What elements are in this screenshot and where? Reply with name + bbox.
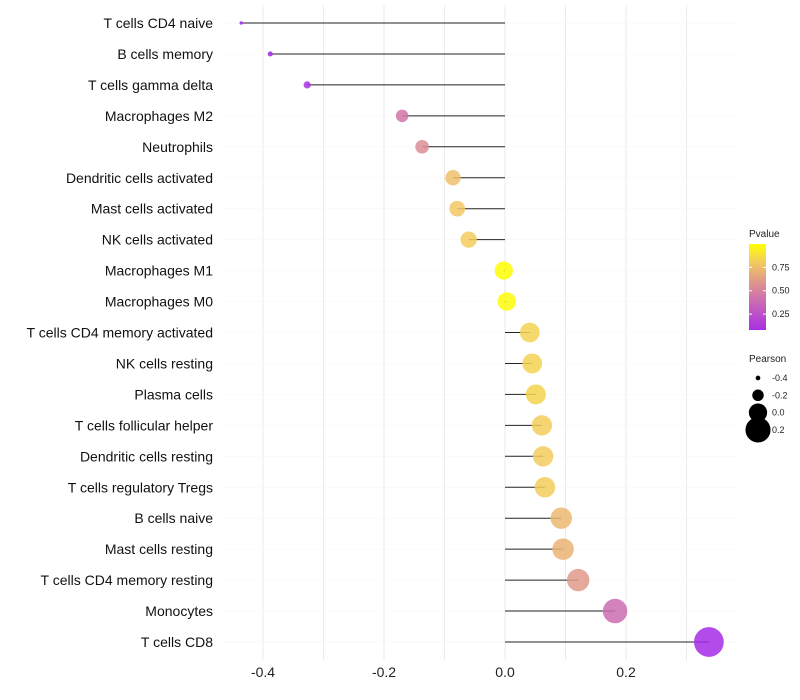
color-legend-label: 0.25	[772, 309, 790, 319]
y-tick-label: T cells CD4 memory resting	[41, 572, 213, 588]
size-legend-dot	[752, 389, 764, 402]
y-tick-label: B cells memory	[117, 46, 213, 62]
y-tick-label: Dendritic cells activated	[66, 170, 213, 186]
lollipop-point	[522, 353, 543, 374]
lollipop-point	[415, 139, 429, 154]
color-legend-label: 0.75	[772, 262, 790, 272]
y-tick-label: Dendritic cells resting	[80, 448, 213, 464]
size-legend-title: Pearson	[749, 354, 786, 365]
lollipop-point	[566, 568, 590, 592]
y-tick-label: Mast cells activated	[91, 201, 213, 217]
y-tick-label: T cells CD4 naive	[104, 15, 214, 31]
lollipop-point	[552, 538, 574, 560]
lollipop-point	[303, 81, 311, 89]
size-legend-label: -0.2	[772, 390, 788, 400]
x-tick-label: -0.2	[372, 664, 396, 680]
color-legend-bar	[749, 244, 766, 330]
x-tick-label: 0.2	[616, 664, 636, 680]
lollipop-point	[445, 170, 461, 186]
lollipop-point	[449, 200, 466, 217]
lollipop-point	[239, 21, 243, 25]
y-tick-label: Mast cells resting	[105, 541, 213, 557]
y-tick-label: NK cells activated	[102, 232, 213, 248]
size-legend-dot	[755, 375, 761, 381]
y-tick-label: T cells follicular helper	[75, 417, 214, 433]
lollipop-point	[534, 476, 556, 498]
y-tick-label: Macrophages M1	[105, 263, 213, 279]
lollipop-point	[497, 292, 517, 311]
x-tick-label: -0.4	[251, 664, 275, 680]
size-legend-dot	[748, 403, 768, 422]
y-tick-label: Macrophages M2	[105, 108, 213, 124]
lollipop-point	[694, 627, 724, 657]
y-tick-label: Plasma cells	[134, 386, 213, 402]
lollipop-point	[519, 322, 540, 343]
size-legend-label: 0.2	[772, 425, 785, 435]
size-legend-label: 0.0	[772, 408, 785, 418]
lollipop-point	[525, 384, 546, 405]
lollipop-point	[532, 446, 554, 467]
lollipop-point	[550, 507, 572, 529]
lollipop-point	[602, 598, 628, 624]
lollipop-point	[395, 109, 409, 123]
size-legend-label: -0.4	[772, 373, 788, 383]
y-tick-label: T cells regulatory Tregs	[68, 479, 213, 495]
size-legend-dot	[745, 417, 771, 443]
y-tick-label: T cells CD4 memory activated	[27, 325, 213, 341]
lollipop-point	[267, 51, 273, 57]
y-tick-label: T cells CD8	[141, 634, 213, 650]
y-tick-label: Monocytes	[145, 603, 213, 619]
lollipop-point	[460, 231, 477, 248]
x-tick-label: 0.0	[495, 664, 515, 680]
y-tick-label: Neutrophils	[142, 139, 213, 155]
y-tick-label: NK cells resting	[116, 355, 213, 371]
color-legend-title: Pvalue	[749, 229, 780, 240]
y-tick-label: T cells gamma delta	[88, 77, 213, 93]
y-tick-label: Macrophages M0	[105, 294, 213, 310]
color-legend-label: 0.50	[772, 286, 790, 296]
lollipop-point	[531, 415, 553, 436]
y-tick-label: B cells naive	[134, 510, 213, 526]
lollipop-point	[494, 261, 513, 280]
